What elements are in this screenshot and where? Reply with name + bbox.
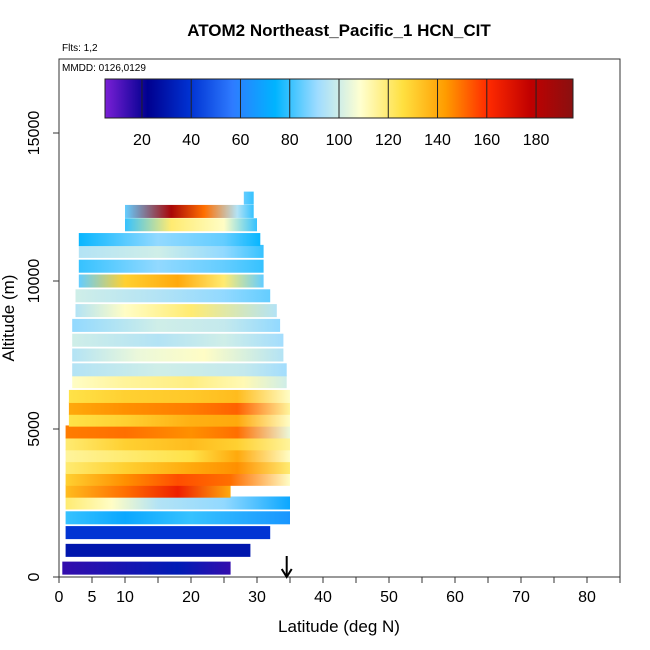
heatmap-band <box>65 449 290 463</box>
colorbar-tick-label: 180 <box>523 132 550 149</box>
colorbar-tick-label: 100 <box>326 132 353 149</box>
heatmap-band <box>78 233 261 247</box>
heatmap-band <box>68 389 291 403</box>
heatmap-band <box>65 496 290 510</box>
colorbar: 20 40 60 80 100 120 140 160 180 <box>104 78 574 149</box>
heatmap-band <box>65 460 290 474</box>
heatmap-band <box>62 561 231 575</box>
heatmap-band <box>65 543 251 557</box>
colorbar-tick-label: 60 <box>232 132 250 149</box>
heatmap-band <box>68 401 291 415</box>
x-tick-label: 50 <box>380 589 398 606</box>
heatmap-band <box>72 318 281 332</box>
heatmap-band <box>65 472 290 486</box>
x-tick-label: 0 <box>55 589 64 606</box>
heatmap-band <box>75 289 271 303</box>
y-tick-label: 15000 <box>26 111 43 156</box>
colorbar-tick-label: 80 <box>281 132 299 149</box>
colorbar-tick-label: 140 <box>424 132 451 149</box>
y-tick-label: 10000 <box>26 259 43 304</box>
x-tick-label: 20 <box>182 589 200 606</box>
heatmap-band <box>65 526 271 540</box>
y-axis-label: Altitude (m) <box>0 275 18 362</box>
x-axis: 0 5 10 20 30 40 50 60 70 80 <box>55 577 621 606</box>
heatmap-band <box>72 333 284 347</box>
heatmap-band <box>125 204 254 218</box>
heatmap-band <box>72 363 287 377</box>
colorbar-tick-label: 20 <box>133 132 151 149</box>
x-tick-label: 10 <box>116 589 134 606</box>
x-tick-label: 30 <box>248 589 266 606</box>
mmdd-label: MMDD: 0126,0129 <box>62 63 146 74</box>
colorbar-tick-label: 40 <box>182 132 200 149</box>
heatmap-band <box>243 191 254 205</box>
x-tick-label: 60 <box>446 589 464 606</box>
x-tick-label: 80 <box>578 589 596 606</box>
heatmap-band <box>78 259 264 273</box>
x-axis-label: Latitude (deg N) <box>278 617 400 636</box>
x-tick-label: 70 <box>512 589 530 606</box>
plot-area <box>62 191 291 575</box>
heatmap-band <box>78 274 264 288</box>
y-axis: 0 5000 10000 15000 <box>26 111 59 581</box>
heatmap-band <box>72 348 284 362</box>
latitude-marker-arrow <box>280 556 293 579</box>
heatmap-band <box>78 244 264 258</box>
arrow-head <box>280 568 293 579</box>
heatmap-band <box>65 511 290 525</box>
x-tick-label: 40 <box>314 589 332 606</box>
heatmap-band <box>68 413 291 427</box>
x-tick-label: 5 <box>88 589 97 606</box>
flights-label: Flts: 1,2 <box>62 43 98 54</box>
heatmap-band <box>72 375 287 389</box>
colorbar-tick-label: 120 <box>375 132 402 149</box>
colorbar-tick-label: 160 <box>473 132 500 149</box>
chart-title: ATOM2 Northeast_Pacific_1 HCN_CIT <box>187 21 491 40</box>
heatmap-band <box>65 484 231 498</box>
heatmap-band <box>65 437 290 451</box>
heatmap-band <box>125 218 257 232</box>
y-tick-label: 0 <box>26 572 43 581</box>
y-tick-label: 5000 <box>26 411 43 447</box>
heatmap-band <box>75 304 277 318</box>
plot-frame <box>58 58 621 578</box>
heatmap-band <box>65 425 290 439</box>
